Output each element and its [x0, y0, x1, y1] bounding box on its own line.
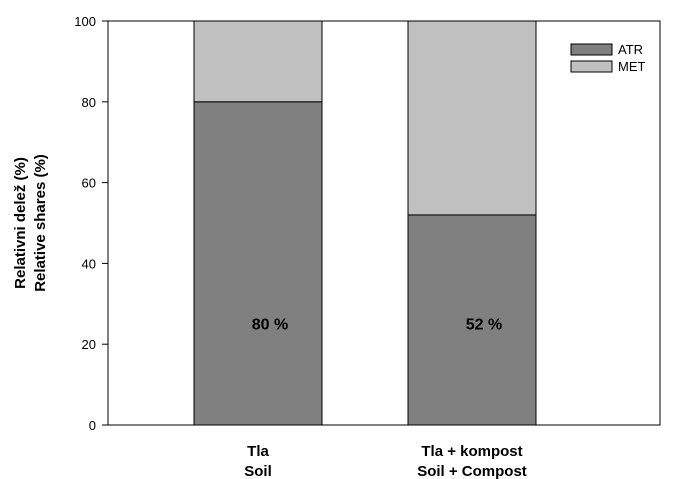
plot-area: 80 % 52 % [107, 20, 661, 426]
y-axis-label-line-0: Relativni delež (%) [12, 157, 29, 289]
x-axis: Tla Soil Tla + kompost Soil + Compost [244, 443, 527, 479]
legend-swatch-met [570, 60, 613, 73]
y-tick-label-0: 0 [89, 418, 96, 433]
y-axis-label: Relativni delež (%) Relative shares (%) [12, 154, 49, 292]
x-category-line: Soil + Compost [417, 463, 527, 479]
y-tick-label-100: 100 [74, 14, 96, 29]
y-tick-label-40: 40 [82, 256, 96, 271]
legend-swatch-atr [570, 43, 613, 56]
bar-met-1 [407, 20, 537, 216]
y-axis-label-line-1: Relative shares (%) [32, 154, 49, 292]
y-axis: 0 20 40 60 80 100 [74, 14, 108, 433]
x-category-line: Tla [247, 443, 269, 460]
bar-met-0 [193, 20, 323, 103]
data-label-1: 52 % [466, 317, 502, 334]
bar-atr-1 [407, 214, 537, 426]
x-category-label-0: Tla Soil [244, 443, 272, 479]
y-tick-label-80: 80 [82, 95, 96, 110]
bar-atr-0 [193, 101, 323, 426]
x-category-label-1: Tla + kompost Soil + Compost [417, 443, 527, 479]
legend-label-met: MET [618, 59, 646, 74]
y-tick-label-20: 20 [82, 337, 96, 352]
x-category-line: Tla + kompost [421, 443, 522, 460]
legend: ATR MET [570, 42, 646, 74]
legend-label-atr: ATR [618, 42, 643, 57]
x-category-line: Soil [244, 463, 272, 479]
plot-frame [107, 20, 661, 426]
y-tick-label-60: 60 [82, 176, 96, 191]
data-label-0: 80 % [252, 317, 288, 334]
